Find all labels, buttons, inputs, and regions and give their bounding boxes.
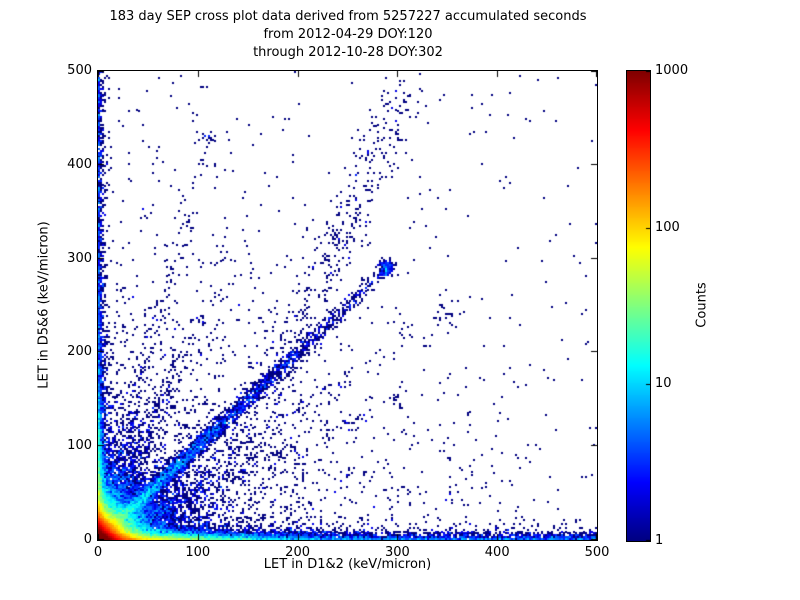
x-tick-label: 400 [484, 545, 510, 560]
colorbar-gradient-canvas [627, 71, 650, 541]
colorbar-tick-label: 10 [655, 376, 672, 392]
plot-area [97, 70, 598, 541]
figure-subtitle-from: from 2012-04-29 DOY:120 [263, 27, 433, 42]
y-tick-label: 300 [67, 250, 92, 266]
y-tick-label: 500 [67, 63, 92, 78]
y-axis-label: LET in D5&6 (keV/micron) [36, 221, 52, 389]
x-tick-label: 0 [93, 545, 103, 560]
x-axis-label: LET in D1&2 (keV/micron) [263, 557, 432, 572]
y-tick-label: 0 [83, 532, 92, 547]
y-tick-label: 400 [67, 156, 92, 172]
x-tick-label: 300 [384, 545, 410, 560]
figure-title-block: 183 day SEP cross plot data derived from… [48, 8, 648, 62]
colorbar-label: Counts [694, 282, 710, 328]
colorbar-tick-label: 100 [655, 219, 680, 235]
colorbar [626, 70, 651, 542]
x-tick-label: 200 [285, 545, 311, 560]
y-tick-label: 200 [67, 344, 92, 360]
y-tick-label: 100 [67, 438, 92, 454]
colorbar-tick-label: 1 [655, 533, 664, 548]
figure-title: 183 day SEP cross plot data derived from… [109, 9, 587, 24]
x-tick-label: 500 [584, 545, 610, 560]
scatter-heatmap-canvas [98, 71, 597, 540]
x-tick-label: 100 [185, 545, 211, 560]
figure-subtitle-through: through 2012-10-28 DOY:302 [253, 45, 443, 60]
colorbar-tick-label: 1000 [655, 63, 689, 78]
